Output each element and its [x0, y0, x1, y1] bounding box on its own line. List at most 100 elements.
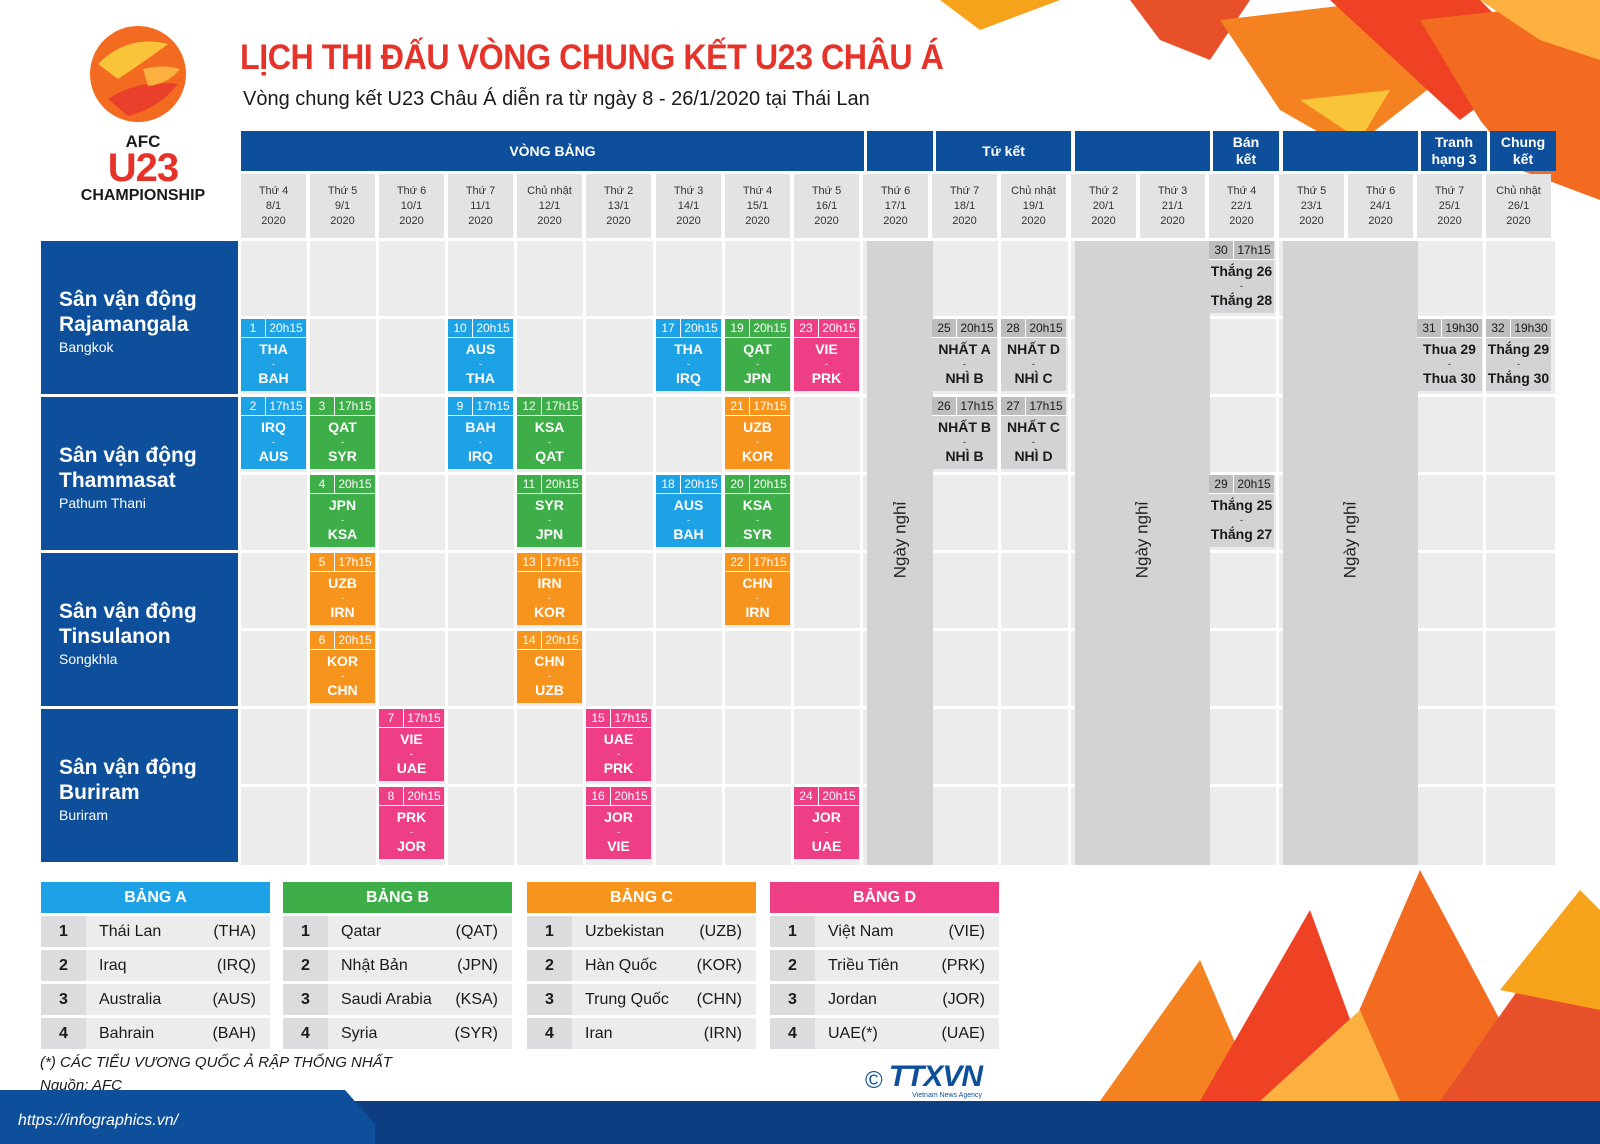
match-card-32[interactable]: 32 19h30 Thắng 29 - Thắng 30: [1486, 319, 1551, 391]
match-card-29[interactable]: 29 20h15 Thắng 25 - Thắng 27: [1209, 475, 1274, 547]
group-team-row: 1 Qatar (QAT): [283, 916, 512, 947]
match-card-16[interactable]: 16 20h15 JOR - VIE: [586, 787, 651, 859]
match-time: 17h15: [545, 555, 579, 569]
versus-dash: -: [1032, 437, 1035, 447]
team-code: (THA): [213, 922, 256, 940]
home-team: Thắng 26: [1210, 263, 1273, 279]
away-team: NHÌ B: [945, 448, 984, 464]
match-time: 20h15: [614, 789, 648, 803]
match-card-23[interactable]: 23 20h15 VIE - PRK: [794, 319, 859, 391]
match-card-12[interactable]: 12 17h15 KSA - QAT: [517, 397, 582, 469]
home-team: AUS: [673, 497, 704, 513]
home-team: AUS: [465, 341, 496, 357]
match-number: 8: [379, 787, 404, 805]
col-divider: [583, 241, 586, 865]
date-header-8: Thứ 4 15/1 2020: [725, 174, 790, 238]
away-team: Thua 30: [1423, 370, 1476, 386]
match-card-5[interactable]: 5 17h15 UZB - IRN: [310, 553, 375, 625]
team-rank: 3: [527, 984, 572, 1015]
match-card-14[interactable]: 14 20h15 CHN - UZB: [517, 631, 582, 703]
match-card-30[interactable]: 30 17h15 Thắng 26 - Thắng 28: [1209, 241, 1274, 313]
match-number: 9: [448, 397, 473, 415]
match-number: 13: [517, 553, 542, 571]
match-header: 29 20h15: [1209, 475, 1274, 494]
match-card-24[interactable]: 24 20h15 JOR - UAE: [794, 787, 859, 859]
match-number: 16: [586, 787, 611, 805]
date-header-9: Thứ 5 16/1 2020: [794, 174, 859, 238]
away-team: IRQ: [676, 370, 701, 386]
match-time: 20h15: [269, 321, 303, 335]
match-card-1[interactable]: 1 20h15 THA - BAH: [241, 319, 306, 391]
match-header: 16 20h15: [586, 787, 651, 806]
match-card-20[interactable]: 20 20h15 KSA - SYR: [725, 475, 790, 547]
team-name: Saudi Arabia: [341, 990, 432, 1008]
match-header: 23 20h15: [794, 319, 859, 338]
team-name: Việt Nam: [828, 922, 894, 940]
match-card-21[interactable]: 21 17h15 UZB - KOR: [725, 397, 790, 469]
match-card-13[interactable]: 13 17h15 IRN - KOR: [517, 553, 582, 625]
match-time: 17h15: [338, 399, 372, 413]
stage-header-blank-2: [1075, 131, 1210, 171]
team-rank: 2: [283, 950, 328, 981]
match-card-19[interactable]: 19 20h15 QAT - JPN: [725, 319, 790, 391]
versus-dash: -: [687, 515, 690, 525]
venue-city: Buriram: [59, 807, 109, 823]
match-card-7[interactable]: 7 17h15 VIE - UAE: [379, 709, 444, 781]
home-team: Thắng 29: [1487, 341, 1550, 357]
match-number: 17: [656, 319, 681, 337]
match-card-25[interactable]: 25 20h15 NHẤT A - NHÌ B: [932, 319, 997, 391]
match-card-10[interactable]: 10 20h15 AUS - THA: [448, 319, 513, 391]
team-name: Syria: [341, 1024, 378, 1042]
match-card-15[interactable]: 15 17h15 UAE - PRK: [586, 709, 651, 781]
match-card-2[interactable]: 2 17h15 IRQ - AUS: [241, 397, 306, 469]
match-card-3[interactable]: 3 17h15 QAT - SYR: [310, 397, 375, 469]
home-team: IRQ: [261, 419, 286, 435]
group-team-row: 4 Syria (SYR): [283, 1018, 512, 1049]
schedule-grid: VÒNG BẢNG Tứ kết Bán kết Tranh hạng 3 Chung …: [41, 131, 1556, 865]
away-team: BAH: [258, 370, 289, 386]
away-team: VIE: [607, 838, 630, 854]
versus-dash: -: [1448, 359, 1451, 369]
team-rank: 1: [41, 916, 86, 947]
match-number: 26: [932, 397, 957, 415]
versus-dash: -: [1032, 359, 1035, 369]
date-header-12: Chủ nhật 19/1 2020: [1001, 174, 1066, 238]
match-card-31[interactable]: 31 19h30 Thua 29 - Thua 30: [1417, 319, 1482, 391]
stage-header-quarterfinal: Tứ kết: [936, 131, 1071, 171]
away-team: UAE: [396, 760, 427, 776]
versus-dash: -: [341, 437, 344, 447]
team-name: Hàn Quốc: [585, 956, 658, 974]
match-card-4[interactable]: 4 20h15 JPN - KSA: [310, 475, 375, 547]
match-card-8[interactable]: 8 20h15 PRK - JOR: [379, 787, 444, 859]
match-number: 3: [310, 397, 335, 415]
home-team: NHẤT C: [1007, 419, 1060, 435]
match-card-11[interactable]: 11 20h15 SYR - JPN: [517, 475, 582, 547]
source-url-link[interactable]: https://infographics.vn/: [18, 1112, 179, 1129]
match-card-18[interactable]: 18 20h15 AUS - BAH: [656, 475, 721, 547]
versus-dash: -: [341, 593, 344, 603]
away-team: PRK: [811, 370, 842, 386]
team-code: (IRQ): [216, 956, 256, 974]
match-card-28[interactable]: 28 20h15 NHẤT D - NHÌ C: [1001, 319, 1066, 391]
versus-dash: -: [1240, 281, 1243, 291]
match-card-17[interactable]: 17 20h15 THA - IRQ: [656, 319, 721, 391]
team-rank: 1: [283, 916, 328, 947]
versus-dash: -: [1517, 359, 1520, 369]
match-card-27[interactable]: 27 17h15 NHẤT C - NHÌ D: [1001, 397, 1066, 469]
match-number: 22: [725, 553, 750, 571]
home-team: UAE: [603, 731, 634, 747]
match-header: 7 17h15: [379, 709, 444, 728]
team-code: (KSA): [455, 990, 498, 1008]
versus-dash: -: [963, 437, 966, 447]
match-card-26[interactable]: 26 17h15 NHẤT B - NHÌ B: [932, 397, 997, 469]
team-rank: 4: [770, 1018, 815, 1049]
match-header: 3 17h15: [310, 397, 375, 416]
match-card-22[interactable]: 22 17h15 CHN - IRN: [725, 553, 790, 625]
footer-tab: [0, 1090, 375, 1144]
match-header: 20 20h15: [725, 475, 790, 494]
match-time: 20h15: [1029, 321, 1063, 335]
venue-city: Songkhla: [59, 651, 118, 667]
match-card-6[interactable]: 6 20h15 KOR - CHN: [310, 631, 375, 703]
match-time: 17h15: [960, 399, 994, 413]
match-card-9[interactable]: 9 17h15 BAH - IRQ: [448, 397, 513, 469]
